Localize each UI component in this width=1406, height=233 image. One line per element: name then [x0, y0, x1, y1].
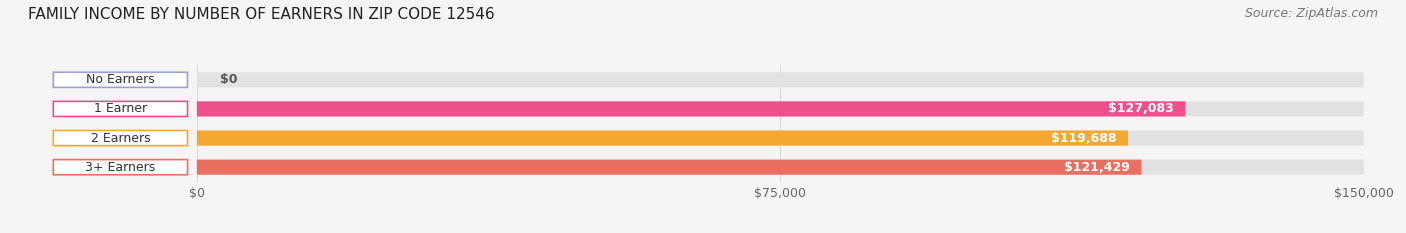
FancyBboxPatch shape — [197, 160, 1142, 175]
FancyBboxPatch shape — [53, 72, 187, 87]
Text: No Earners: No Earners — [86, 73, 155, 86]
Text: $119,688: $119,688 — [1050, 132, 1116, 144]
FancyBboxPatch shape — [53, 101, 187, 116]
Text: Source: ZipAtlas.com: Source: ZipAtlas.com — [1244, 7, 1378, 20]
Text: $0: $0 — [221, 73, 238, 86]
FancyBboxPatch shape — [197, 72, 1364, 87]
Text: $127,083: $127,083 — [1108, 103, 1174, 115]
Text: 2 Earners: 2 Earners — [90, 132, 150, 144]
Text: FAMILY INCOME BY NUMBER OF EARNERS IN ZIP CODE 12546: FAMILY INCOME BY NUMBER OF EARNERS IN ZI… — [28, 7, 495, 22]
FancyBboxPatch shape — [197, 160, 1364, 175]
FancyBboxPatch shape — [53, 160, 187, 175]
FancyBboxPatch shape — [197, 130, 1128, 146]
FancyBboxPatch shape — [197, 101, 1364, 116]
Text: 1 Earner: 1 Earner — [94, 103, 148, 115]
Text: 3+ Earners: 3+ Earners — [86, 161, 156, 174]
FancyBboxPatch shape — [197, 130, 1364, 146]
Text: $121,429: $121,429 — [1064, 161, 1130, 174]
FancyBboxPatch shape — [53, 130, 187, 146]
FancyBboxPatch shape — [197, 101, 1185, 116]
